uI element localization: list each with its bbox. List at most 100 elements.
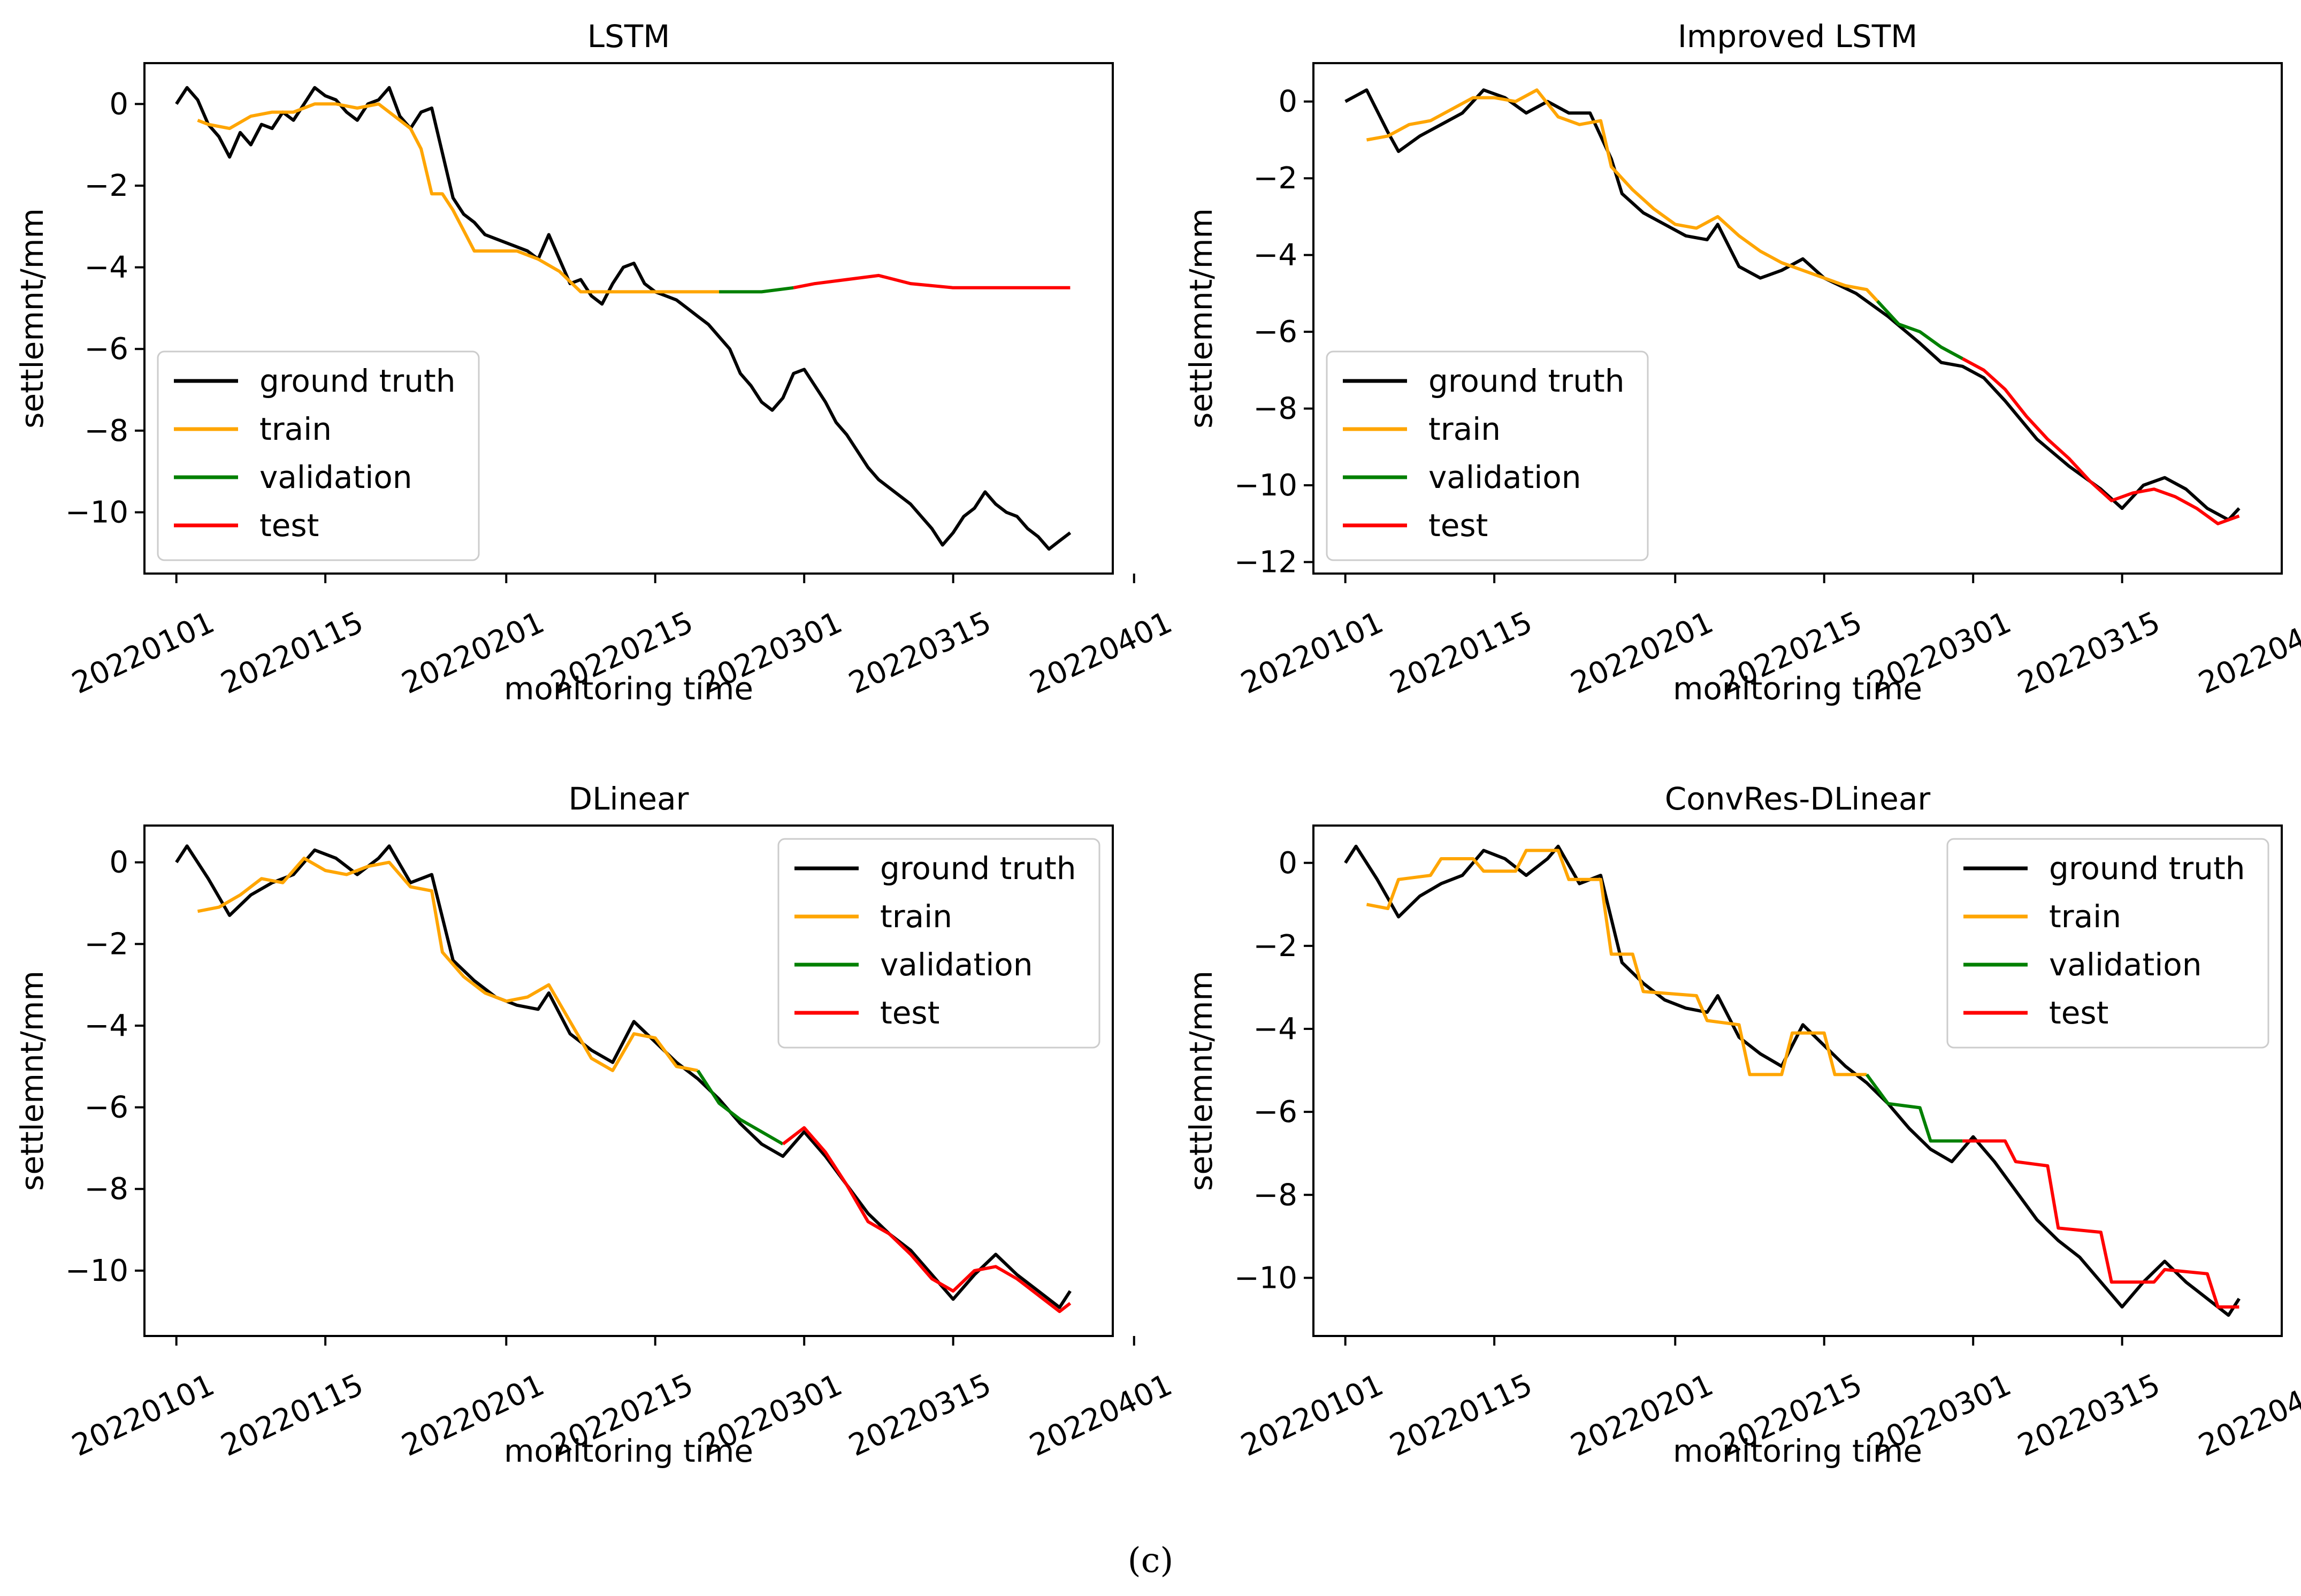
legend-box xyxy=(1946,838,2269,1049)
series-line-validation xyxy=(1865,1073,1963,1143)
legend-label: ground truth xyxy=(1428,363,1625,399)
legend-label: train xyxy=(2049,898,2121,935)
series-line-test xyxy=(782,1126,1072,1314)
legend: ground truth train validation test xyxy=(777,838,1100,1049)
y-axis-label: settlemnt/mm xyxy=(1183,208,1219,429)
y-tick-label: −6 xyxy=(84,332,128,366)
x-tick-label: 20220115 xyxy=(216,605,369,701)
chart-title: DLinear xyxy=(569,781,689,817)
plot-frame xyxy=(143,824,1114,1337)
legend-box xyxy=(1326,350,1649,561)
legend-label: test xyxy=(880,995,939,1031)
legend-label: validation xyxy=(1428,459,1581,495)
y-tick-label: −4 xyxy=(1253,1012,1297,1047)
x-tick-label: 20220315 xyxy=(844,1368,997,1463)
series-line-test xyxy=(793,273,1071,289)
series-group xyxy=(175,844,1072,1314)
legend-label: train xyxy=(880,898,952,935)
plot-frame xyxy=(1312,824,2283,1337)
x-tick-label: 20220315 xyxy=(2013,1368,2166,1463)
y-tick-label: −6 xyxy=(1253,1095,1297,1129)
y-tick-label: −10 xyxy=(1234,1261,1297,1295)
series-line-train xyxy=(197,857,698,1072)
legend-label: train xyxy=(1428,411,1501,447)
x-tick-label: 20220115 xyxy=(1385,605,1538,701)
chart-title: ConvRes-DLinear xyxy=(1665,781,1931,817)
y-axis-label: settlemnt/mm xyxy=(14,971,50,1191)
figure-caption: (c) xyxy=(1127,1541,1174,1580)
x-tick-label: 20220101 xyxy=(67,605,220,701)
y-tick-label: −4 xyxy=(1253,238,1297,273)
series-line-train xyxy=(197,102,720,294)
series-group xyxy=(175,86,1072,551)
y-axis-label: settlemnt/mm xyxy=(14,208,50,429)
legend-label: test xyxy=(259,507,319,544)
legend-label: validation xyxy=(259,459,412,495)
series-line-train xyxy=(1366,849,1867,1076)
x-axis-label: monitoring time xyxy=(1673,1433,1922,1469)
y-tick-label: 0 xyxy=(1278,846,1297,881)
y-tick-label: −12 xyxy=(1234,545,1297,579)
legend: ground truth train validation test xyxy=(1946,838,2269,1049)
x-tick-label: 20220401 xyxy=(1025,605,1178,701)
legend-box xyxy=(157,350,480,561)
legend-label: test xyxy=(2049,995,2108,1031)
x-tick-label: 20220101 xyxy=(67,1368,220,1463)
y-tick-label: −10 xyxy=(65,1254,128,1288)
legend-box xyxy=(777,838,1100,1049)
chart-title: Improved LSTM xyxy=(1678,18,1917,55)
series-line-validation xyxy=(719,286,794,294)
legend-label: validation xyxy=(2049,946,2202,983)
legend-label: ground truth xyxy=(259,363,456,399)
x-axis-label: monitoring time xyxy=(504,670,753,707)
x-tick-label: 20220101 xyxy=(1236,605,1389,701)
y-tick-label: −2 xyxy=(84,169,128,203)
legend-label: test xyxy=(1428,507,1488,544)
y-tick-label: −2 xyxy=(1253,929,1297,964)
x-tick-label: 20220315 xyxy=(844,605,997,701)
y-tick-label: −2 xyxy=(84,927,128,961)
y-tick-label: −10 xyxy=(1234,468,1297,503)
x-tick-label: 20220401 xyxy=(2193,1368,2301,1463)
y-tick-label: −8 xyxy=(1253,392,1297,426)
y-tick-label: −6 xyxy=(84,1090,128,1125)
plot-frame xyxy=(143,62,1114,575)
y-tick-label: −4 xyxy=(84,1009,128,1043)
legend-label: ground truth xyxy=(2049,850,2245,887)
x-tick-label: 20220115 xyxy=(216,1368,369,1463)
y-tick-label: −8 xyxy=(84,414,128,448)
x-tick-label: 20220315 xyxy=(2013,605,2166,701)
y-tick-label: −10 xyxy=(65,495,128,530)
y-tick-label: −4 xyxy=(84,250,128,285)
legend: ground truth train validation test xyxy=(157,350,480,561)
y-tick-label: −8 xyxy=(1253,1178,1297,1212)
y-tick-label: −8 xyxy=(84,1172,128,1206)
series-line-validation xyxy=(1876,300,1963,360)
series-line-train xyxy=(1366,88,1879,302)
series-line-test xyxy=(1961,357,2240,525)
series-group xyxy=(1344,844,2241,1317)
y-tick-label: 0 xyxy=(109,87,128,121)
legend-label: train xyxy=(259,411,332,447)
x-axis-label: monitoring time xyxy=(1673,670,1922,707)
series-line-test xyxy=(1962,1139,2239,1309)
x-tick-label: 20220401 xyxy=(2193,605,2301,701)
legend: ground truth train validation test xyxy=(1326,350,1649,561)
series-line-ground-truth xyxy=(175,86,1072,551)
x-tick-label: 20220101 xyxy=(1236,1368,1389,1463)
chart-title: LSTM xyxy=(587,18,670,55)
legend-label: validation xyxy=(880,946,1033,983)
legend-label: ground truth xyxy=(880,850,1076,887)
series-line-validation xyxy=(696,1070,784,1146)
series-line-ground-truth xyxy=(175,844,1072,1309)
x-axis-label: monitoring time xyxy=(504,1433,753,1469)
x-tick-label: 20220401 xyxy=(1025,1368,1178,1463)
y-tick-label: 0 xyxy=(109,845,128,880)
y-tick-label: 0 xyxy=(1278,85,1297,119)
x-tick-label: 20220115 xyxy=(1385,1368,1538,1463)
